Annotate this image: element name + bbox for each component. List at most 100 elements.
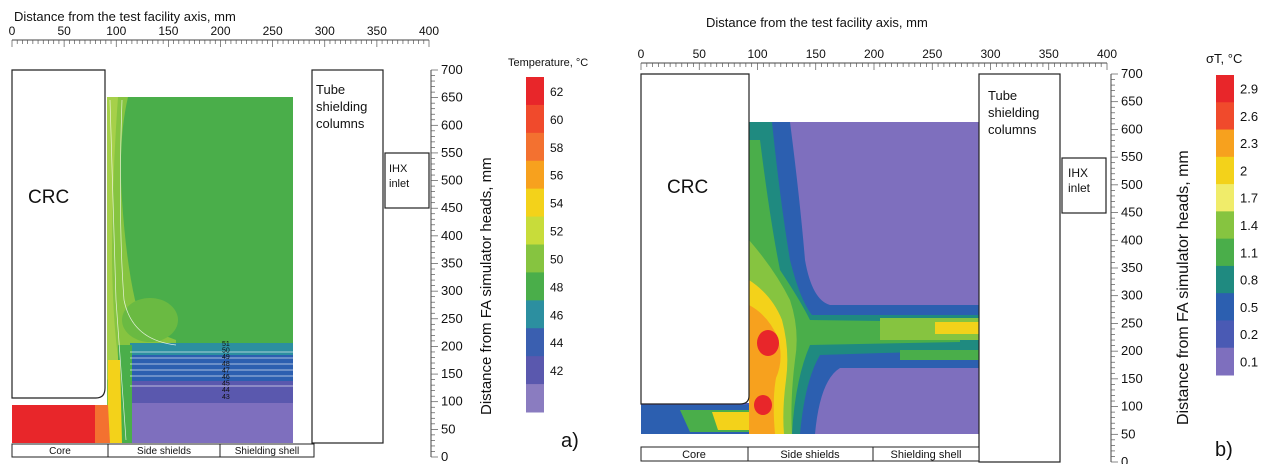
panel-a-x-axis: 0 50 100 150 200 250 300 350 400 (9, 24, 439, 47)
colorbar-level-label: 2.9 (1240, 82, 1258, 97)
region-label-side-b: Side shields (780, 449, 840, 461)
heat-region-right-band-yellow (935, 322, 979, 334)
colorbar-swatch (526, 188, 544, 218)
colorbar-swatch (526, 104, 544, 134)
colorbar-level-label: 56 (550, 169, 564, 183)
panel-a-y-axis: 0 50 100 150 200 250 300 350 400 450 500 550 600 650 7… (430, 62, 463, 464)
x-tick-label: 200 (210, 24, 230, 38)
colorbar-swatch (1216, 102, 1234, 131)
y-tick-label: 400 (1121, 232, 1143, 247)
tube-shielding-line: columns (316, 116, 365, 131)
colorbar-swatch (1216, 265, 1234, 294)
colorbar-level-label: 2 (1240, 163, 1247, 178)
colorbar-level-label: 0.1 (1240, 354, 1258, 369)
heat-region-lower-mid (130, 381, 293, 403)
y-tick-label: 300 (1121, 288, 1143, 303)
colorbar-level-label: 0.5 (1240, 300, 1258, 315)
y-tick-label: 500 (1121, 177, 1143, 192)
colorbar-swatch (526, 300, 544, 329)
colorbar-level-label: 44 (550, 336, 564, 350)
colorbar-level-label: 58 (550, 141, 564, 155)
crc-label-b: CRC (667, 177, 708, 198)
colorbar-swatch (1216, 320, 1234, 349)
colorbar-swatch (1216, 293, 1234, 321)
x-tick-label: 50 (693, 47, 707, 61)
crc-block-a (11, 69, 106, 399)
heat-region-band-teal (130, 343, 293, 355)
colorbar-swatch (526, 244, 544, 273)
y-tick-label: 150 (441, 366, 463, 381)
colorbar-swatch (1216, 211, 1234, 240)
heat-region-wall-green (118, 345, 132, 443)
panel-b: Distance from the test facility axis, mm… (638, 15, 1258, 464)
colorbar-swatch (1216, 238, 1234, 267)
x-tick-label: 400 (419, 24, 439, 38)
contour-label: 50 (222, 348, 230, 355)
y-tick-label: 350 (441, 256, 463, 271)
colorbar-swatch (1216, 156, 1234, 185)
heat-region-teal-wall (749, 122, 979, 434)
colorbar-swatch (1216, 129, 1234, 158)
colorbar-swatch (526, 216, 544, 245)
heat-region-wall-yellow (108, 360, 122, 443)
y-tick-label: 200 (441, 338, 463, 353)
y-tick-label: 0 (1121, 454, 1128, 464)
heat-region-core-red (12, 405, 95, 443)
tube-shielding-block-b (978, 73, 1061, 463)
y-tick-label: 700 (441, 62, 463, 77)
heat-region-hot-2 (754, 395, 772, 415)
colorbar-level-label: 52 (550, 225, 564, 239)
colorbar-level-label: 0.2 (1240, 327, 1258, 342)
region-boxes-a: Core Side shields Shielding shell (11, 443, 315, 458)
y-tick-label: 650 (441, 90, 463, 105)
y-tick-label: 450 (441, 200, 463, 215)
region-boxes-b: Core Side shields Shielding shell (640, 446, 980, 462)
colorbar-swatch (1216, 75, 1234, 103)
heat-region-band-blue (130, 353, 293, 381)
y-tick-label: 450 (1121, 205, 1143, 220)
y-tick-label: 100 (1121, 399, 1143, 414)
tube-shielding-line: columns (988, 122, 1037, 137)
contour-label: 46 (222, 374, 230, 381)
x-tick-label: 400 (1097, 47, 1117, 61)
colorbar-swatch (1216, 184, 1234, 212)
panel-a: Distance from the test facility axis, mm… (9, 9, 589, 464)
x-tick-label: 300 (315, 24, 335, 38)
colorbar-level-label: 1.7 (1240, 191, 1258, 206)
x-tick-label: 200 (864, 47, 884, 61)
panel-b-x-axis: 0 50 100 150 200 250 300 350 400 (638, 47, 1117, 70)
tube-shielding-label-b: Tube shielding columns (988, 88, 1043, 137)
colorbar-swatch (526, 132, 544, 162)
heat-region-bulge (122, 298, 178, 342)
contour-label: 44 (222, 387, 230, 394)
contour-label: 43 (222, 394, 230, 401)
tube-shielding-line: shielding (988, 105, 1039, 120)
panel-b-colorbar: 2.9 2.6 2.3 2 1.7 1.4 1.1 0.8 0.5 0.2 0.1 (1216, 75, 1258, 376)
colorbar-swatch (1216, 347, 1234, 376)
y-tick-label: 250 (441, 311, 463, 326)
panel-b-ylabel: Distance from FA simulator heads, mm (1175, 150, 1192, 425)
heat-region-edge-light (107, 97, 120, 380)
contour-label: 51 (222, 341, 230, 348)
colorbar-level-label: 54 (550, 197, 564, 211)
y-tick-label: 150 (1121, 371, 1143, 386)
colorbar-swatch (526, 356, 544, 385)
y-tick-label: 500 (441, 173, 463, 188)
contour-line (109, 99, 127, 441)
crc-block-b (640, 73, 750, 405)
x-tick-label: 150 (806, 47, 826, 61)
colorbar-level-label: 62 (550, 85, 564, 99)
ihx-line: IHX (389, 163, 408, 175)
x-tick-label: 0 (9, 24, 16, 38)
colorbar-level-label: 1.4 (1240, 218, 1258, 233)
panel-a-tag: a) (561, 430, 579, 452)
ihx-inlet-label-b: IHX inlet (1068, 166, 1091, 195)
panel-b-y-axis: 0 50 100 150 200 250 300 350 400 450 500 550 600 650 7… (1110, 66, 1143, 464)
colorbar-level-label: 48 (550, 280, 564, 294)
region-box (219, 443, 315, 458)
panel-b-heatmap (641, 122, 979, 434)
colorbar-swatch (526, 272, 544, 301)
colorbar-level-label: 2.6 (1240, 109, 1258, 124)
